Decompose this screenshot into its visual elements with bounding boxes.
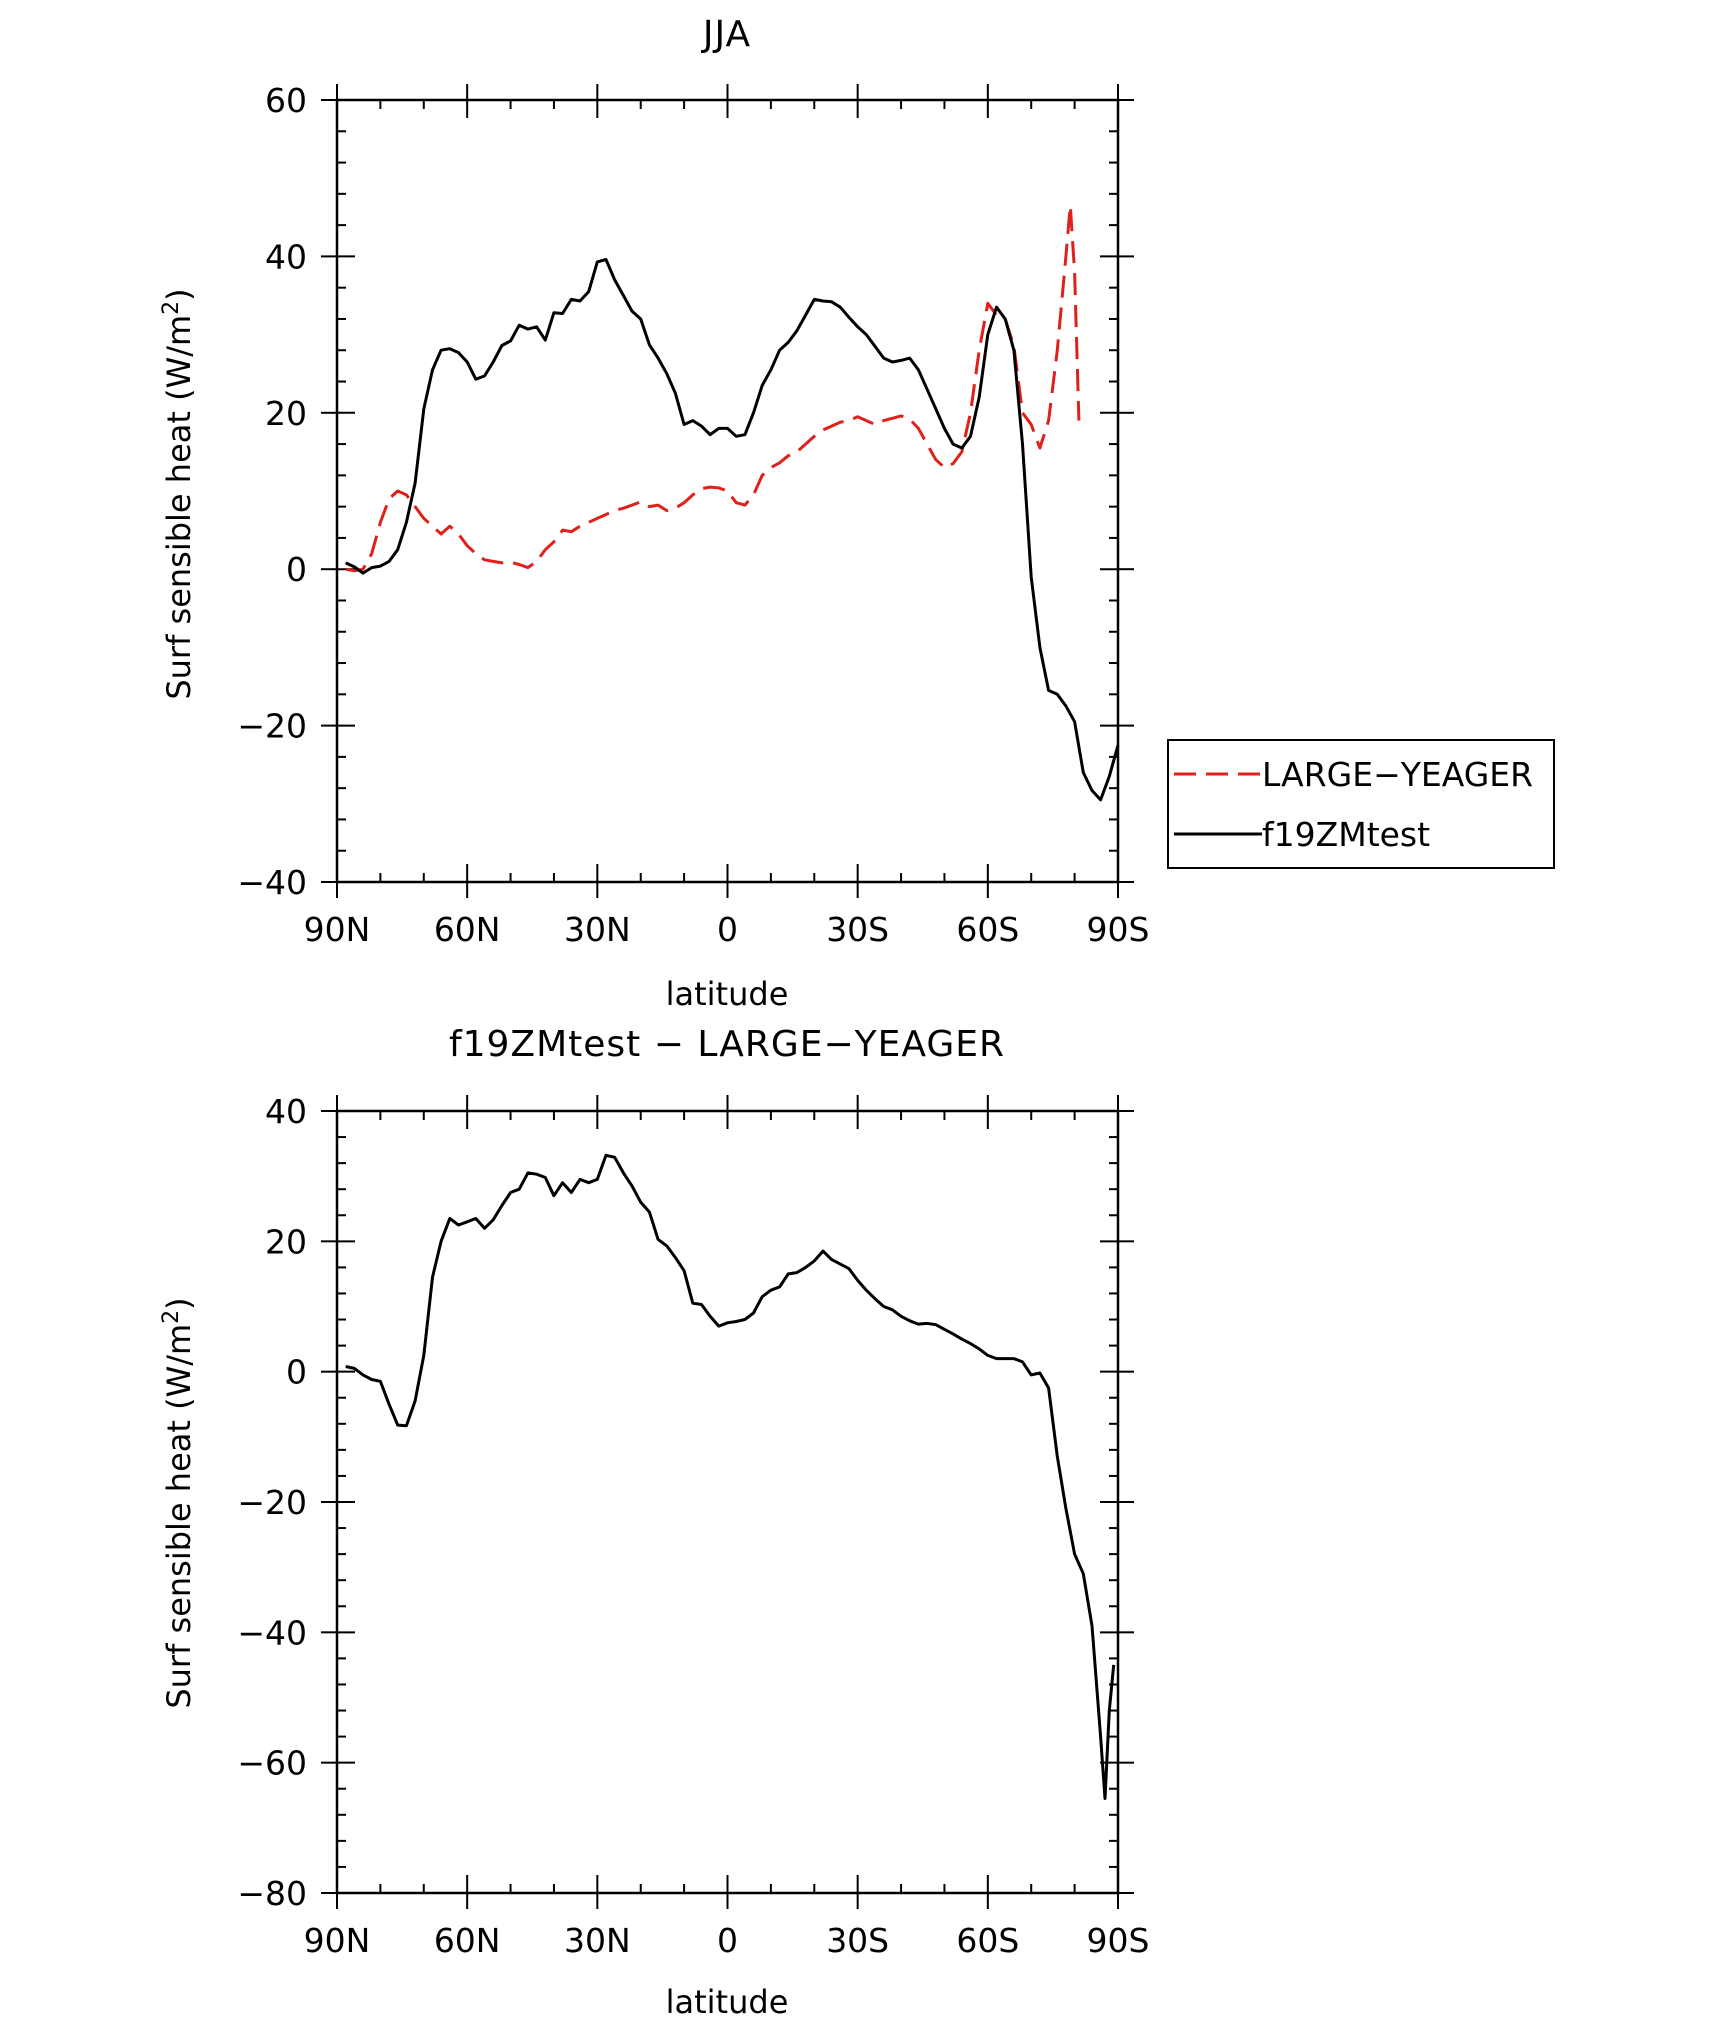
plot-frame — [335, 1109, 1120, 1895]
y-axis-label-end: ) — [160, 1297, 198, 1309]
y-tick-label: 60 — [265, 81, 307, 120]
plot-area-top: 90N 60N 30N 0 30S 60S 90S −40 −20 0 20 40 60 — [237, 81, 1149, 949]
legend: LARGE−YEAGER f19ZMtest — [1167, 739, 1555, 869]
y-tick-label: −40 — [237, 1613, 307, 1652]
x-tick-label: 60N — [434, 1921, 501, 1960]
x-tick-label: 90S — [1087, 1921, 1150, 1960]
y-axis-label-sup: 2 — [159, 301, 184, 315]
y-tick-label: −20 — [237, 707, 307, 746]
x-tick-label: 30N — [564, 1921, 631, 1960]
x-tick-label: 30S — [826, 910, 889, 949]
legend-box — [1167, 739, 1555, 869]
x-tick-label: 60N — [434, 910, 501, 949]
plot-area-bottom: 90N 60N 30N 0 30S 60S 90S −80 −60 −40 −20 0 20 40 — [237, 1092, 1149, 1960]
y-tick-label: 40 — [265, 237, 307, 276]
x-tick-label: 30S — [826, 1921, 889, 1960]
series-line-large-yeager — [345, 204, 1081, 573]
y-tick-label: 0 — [286, 1353, 307, 1392]
chart-title: f19ZMtest − LARGE−YEAGER — [449, 1024, 1005, 1065]
x-tick-label: 60S — [956, 1921, 1019, 1960]
y-tick-label: 20 — [265, 394, 307, 433]
legend-label-f19zmtest: f19ZMtest — [1262, 815, 1430, 854]
y-tick-label: 40 — [265, 1092, 307, 1131]
x-tick-label: 30N — [564, 910, 631, 949]
x-tick-label: 90N — [304, 910, 371, 949]
x-tick-label: 0 — [717, 1921, 738, 1960]
series-line-f19zmtest — [345, 258, 1120, 802]
y-tick-label: −40 — [237, 863, 307, 902]
y-axis-label: Surf sensible heat (W/m2) — [159, 1297, 199, 1708]
y-axis-label-main: Surf sensible heat (W/m — [160, 315, 198, 700]
legend-label-large-yeager: LARGE−YEAGER — [1262, 755, 1533, 794]
series-line-difference-0 — [345, 1153, 1116, 1800]
chart-title: JJA — [701, 14, 751, 55]
y-tick-label: −60 — [237, 1744, 307, 1783]
y-axis-label-main: Surf sensible heat (W/m — [160, 1324, 198, 1709]
y-tick-label: 0 — [286, 550, 307, 589]
y-axis-label: Surf sensible heat (W/m2) — [159, 288, 199, 699]
x-tick-label: 90N — [304, 1921, 371, 1960]
y-tick-label: 20 — [265, 1222, 307, 1261]
plot-frame — [335, 98, 1120, 884]
x-tick-label: 90S — [1087, 910, 1150, 949]
y-tick-label: −20 — [237, 1483, 307, 1522]
y-axis-label-end: ) — [160, 288, 198, 300]
x-tick-label: 0 — [717, 910, 738, 949]
chart-panel-top: JJA 90N 60N 30N 0 30S 60S 90S −40 −20 0 20 40 60 lat… — [159, 14, 1555, 1013]
x-tick-label: 60S — [956, 910, 1019, 949]
y-axis-label-sup: 2 — [159, 1310, 184, 1324]
y-tick-label: −80 — [237, 1874, 307, 1913]
x-axis-label: latitude — [666, 1983, 789, 2021]
x-axis-label: latitude — [666, 975, 789, 1013]
chart-panel-bottom: f19ZMtest − LARGE−YEAGER 90N 60N 30N 0 30S 60… — [159, 1024, 1150, 2021]
